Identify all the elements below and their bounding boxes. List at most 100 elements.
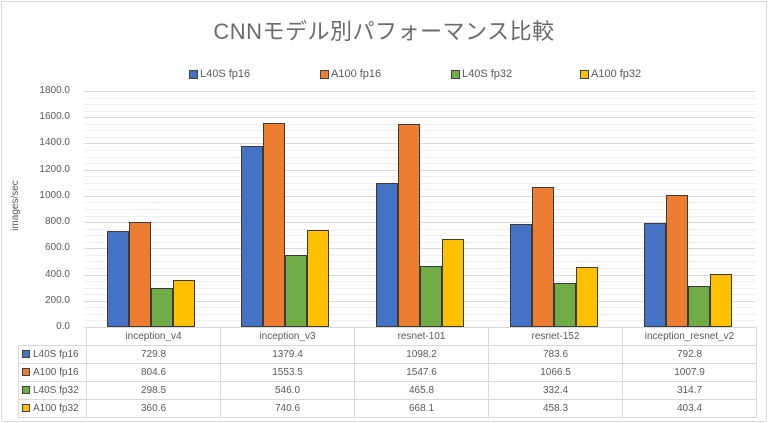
gridline — [84, 261, 755, 263]
bar-resnet-152-a100-fp32 — [575, 266, 598, 327]
legend-key-icon — [22, 386, 30, 395]
bar-resnet-101-a100-fp16 — [397, 124, 420, 327]
bar-resnet-152-l40s-fp16 — [509, 224, 532, 327]
table-cell: 729.8 — [86, 345, 221, 364]
table-row: L40S fp16 729.8 1379.4 1098.2 783.6 792.8 — [18, 345, 757, 364]
series-name: L40S fp32 — [33, 385, 79, 396]
table-cell: 1066.5 — [488, 363, 623, 382]
gridline — [84, 130, 755, 132]
series-header: A100 fp16 — [18, 363, 87, 382]
bar-resnet-152-l40s-fp32 — [553, 283, 576, 327]
y-tick-label: 0.0 — [56, 321, 70, 332]
table-row: A100 fp16 804.6 1553.5 1547.6 1066.5 1007.9 — [18, 363, 757, 382]
y-tick-label: 1000.0 — [39, 189, 70, 201]
legend-label: A100 fp32 — [591, 68, 642, 80]
y-tick-label: 800.0 — [44, 216, 70, 228]
table-cell: 1379.4 — [220, 345, 355, 364]
table-cell: 465.8 — [354, 381, 489, 400]
series-name: A100 fp16 — [33, 367, 79, 378]
gridline — [84, 143, 755, 145]
gridline — [84, 176, 755, 178]
legend-label: L40S fp32 — [462, 68, 513, 80]
gridline — [84, 241, 755, 243]
legend-label: A100 fp16 — [331, 68, 382, 80]
bar-inception_v4-l40s-fp16 — [107, 231, 130, 327]
bar-inception_v4-l40s-fp32 — [151, 287, 174, 327]
data-table: inception_v4 inception_v3 resnet-101 resnet… — [18, 327, 757, 418]
series-name: A100 fp32 — [33, 403, 79, 414]
y-tick-label: 1800.0 — [39, 85, 70, 96]
table-cell: 792.8 — [622, 345, 757, 364]
bar-inception_v4-a100-fp32 — [173, 279, 196, 327]
gridline — [84, 97, 755, 99]
y-tick-label: 600.0 — [44, 242, 70, 254]
bar-resnet-101-l40s-fp16 — [375, 183, 398, 327]
y-tick-label: 400.0 — [44, 268, 70, 280]
gridline — [84, 195, 755, 197]
bar-resnet-101-l40s-fp32 — [419, 265, 442, 327]
legend: L40S fp16 A100 fp16 L40S fp32 A100 fp32 — [0, 68, 768, 82]
bar-inception_resnet_v2-a100-fp16 — [665, 194, 688, 327]
legend-key-icon — [22, 350, 30, 359]
bar-inception_v3-a100-fp32 — [307, 229, 330, 327]
legend-key-icon — [22, 368, 30, 377]
gridline — [84, 182, 755, 184]
gridline — [84, 123, 755, 125]
category-header: inception_resnet_v2 — [622, 327, 757, 346]
bar-inception_v3-l40s-fp32 — [285, 255, 308, 327]
bar-inception_v3-l40s-fp16 — [241, 146, 264, 327]
legend-item: A100 fp16 — [320, 68, 381, 80]
y-tick-label: 1200.0 — [39, 163, 70, 175]
gridline — [84, 163, 755, 165]
category-header: inception_v3 — [220, 327, 355, 346]
gridline — [84, 189, 755, 191]
bar-resnet-101-a100-fp32 — [441, 239, 464, 327]
legend-item: L40S fp16 — [189, 68, 250, 80]
table-cell: 458.3 — [488, 399, 623, 418]
y-axis-label: images/sec — [9, 180, 21, 231]
bar-resnet-152-a100-fp16 — [531, 187, 554, 327]
table-header-row: inception_v4 inception_v3 resnet-101 resnet… — [18, 327, 757, 346]
legend-swatch-icon — [580, 69, 589, 79]
table-cell: 360.6 — [86, 399, 221, 418]
gridline — [84, 117, 755, 119]
category-header: resnet-101 — [354, 327, 489, 346]
gridline — [84, 209, 755, 210]
table-cell: 332.4 — [488, 381, 623, 400]
table-cell: 1553.5 — [220, 363, 355, 382]
table-cell: 668.1 — [354, 399, 489, 418]
bar-inception_resnet_v2-l40s-fp16 — [643, 223, 666, 327]
table-cell: 1098.2 — [354, 345, 489, 364]
gridline — [84, 228, 755, 230]
y-tick-label: 1400.0 — [39, 137, 70, 149]
gridline — [84, 136, 755, 138]
table-cell: 783.6 — [488, 345, 623, 364]
table-cell: 804.6 — [86, 363, 221, 382]
gridline — [84, 156, 755, 158]
gridline — [84, 169, 755, 171]
plot-area — [84, 91, 755, 328]
gridline — [84, 222, 755, 224]
bar-inception_v3-a100-fp16 — [263, 123, 286, 327]
gridline — [84, 254, 755, 256]
table-cell: 1547.6 — [354, 363, 489, 382]
bar-inception_resnet_v2-a100-fp32 — [709, 274, 732, 327]
table-cell: 403.4 — [622, 399, 757, 418]
legend-swatch-icon — [320, 69, 329, 79]
y-tick-label: 1600.0 — [39, 111, 70, 123]
table-cell: 740.6 — [220, 399, 355, 418]
table-cell: 298.5 — [86, 381, 221, 400]
gridline — [84, 235, 755, 237]
gridline — [84, 91, 755, 92]
table-cell: 314.7 — [622, 381, 757, 400]
gridline — [84, 202, 755, 204]
legend-key-icon — [22, 404, 30, 413]
category-header: resnet-152 — [488, 327, 623, 346]
chart-title: CNNモデル別パフォーマンス比較 — [213, 19, 555, 44]
gridline — [84, 248, 755, 250]
gridline — [84, 104, 755, 106]
gridline — [84, 150, 755, 151]
table-row: L40S fp32 298.5 546.0 465.8 332.4 314.7 — [18, 381, 757, 400]
table-row: A100 fp32 360.6 740.6 668.1 458.3 403.4 — [18, 399, 757, 418]
